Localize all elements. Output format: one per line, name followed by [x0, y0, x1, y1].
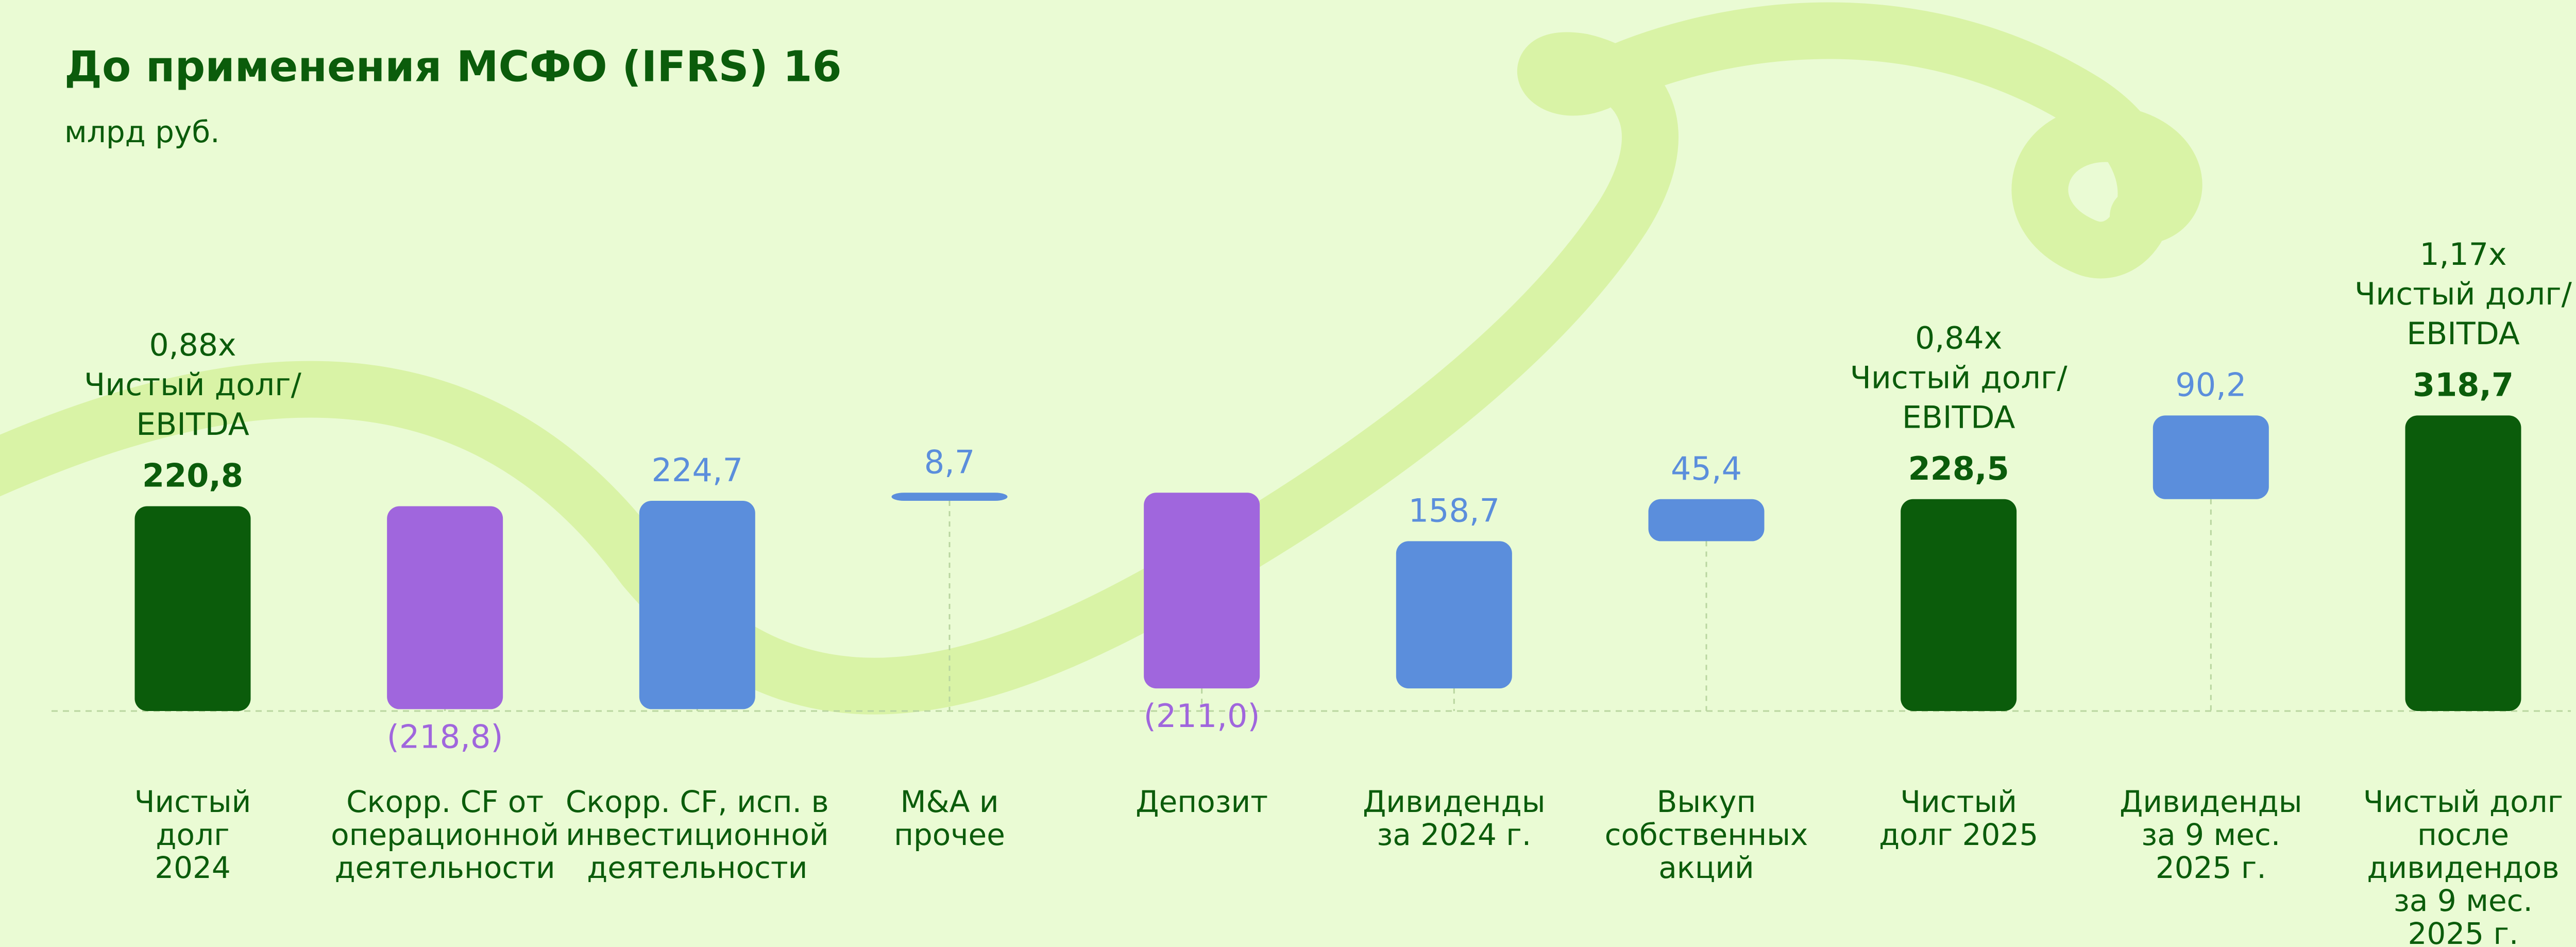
x-tick-label: деятельности	[335, 850, 555, 885]
x-tick-label: Чистый долг	[2363, 784, 2563, 819]
x-tick-label: 2025 г.	[2156, 850, 2266, 885]
bar	[891, 493, 1008, 501]
x-tick-label: M&A и	[900, 784, 998, 819]
x-tick-label: после	[2417, 817, 2509, 852]
bar	[1648, 499, 1765, 542]
value-label: 220,8	[142, 457, 243, 495]
x-tick-label: долг	[156, 817, 229, 852]
annotation: 0,84x	[1915, 320, 2002, 356]
x-tick-label: акций	[1658, 850, 1754, 885]
annotation: Чистый долг/	[1850, 360, 2068, 396]
bar	[2153, 415, 2269, 499]
value-label: 224,7	[652, 451, 743, 489]
annotation: 0,88x	[149, 327, 236, 363]
chart-subtitle: млрд руб.	[64, 114, 220, 149]
value-label: 228,5	[1908, 450, 2009, 487]
x-tick-label: прочее	[894, 817, 1005, 852]
bar	[639, 500, 755, 709]
bar	[1144, 493, 1260, 689]
annotation: 1,17x	[2419, 236, 2506, 273]
value-label: 318,7	[2413, 366, 2514, 403]
x-tick-label: операционной	[331, 817, 559, 852]
value-label: (218,8)	[387, 718, 503, 755]
chart-title: До применения МСФО (IFRS) 16	[64, 42, 842, 91]
x-tick-label: Дивиденды	[2120, 784, 2302, 819]
value-label: 158,7	[1409, 492, 1500, 530]
x-tick-label: Выкуп	[1657, 784, 1756, 819]
annotation: EBITDA	[2406, 316, 2520, 352]
x-tick-label: Чистый	[1900, 784, 2017, 819]
bar	[2405, 415, 2521, 711]
value-label: 90,2	[2175, 366, 2246, 403]
x-tick-label: инвестиционной	[566, 817, 829, 852]
x-tick-label: 2024	[155, 850, 231, 885]
x-tick-label: за 2024 г.	[1377, 817, 1531, 852]
x-tick-label: Скорр. CF от	[346, 784, 544, 819]
x-tick-label: за 9 мес.	[2394, 883, 2533, 918]
bar	[134, 506, 251, 711]
x-tick-label: Дивиденды	[1363, 784, 1546, 819]
annotation: EBITDA	[1902, 399, 2015, 435]
bar	[1901, 499, 2017, 711]
x-tick-label: за 9 мес.	[2141, 817, 2280, 852]
annotation: EBITDA	[136, 407, 249, 443]
value-label: 8,7	[924, 443, 975, 481]
value-label: (211,0)	[1144, 697, 1260, 735]
bar	[1396, 541, 1512, 689]
annotation: Чистый долг/	[84, 367, 302, 403]
annotation: Чистый долг/	[2354, 276, 2572, 312]
x-tick-label: дивидендов	[2367, 850, 2559, 885]
x-tick-label: Чистый	[134, 784, 251, 819]
x-tick-label: деятельности	[587, 850, 807, 885]
bar	[387, 506, 503, 709]
x-tick-label: долг 2025	[1879, 817, 2038, 852]
x-tick-label: Депозит	[1136, 784, 1268, 819]
decor-swirl	[0, 2, 2202, 715]
x-tick-label: 2025 г.	[2408, 916, 2519, 947]
x-tick-label: собственных	[1605, 817, 1808, 852]
value-label: 45,4	[1671, 450, 1742, 487]
x-tick-label: Скорр. CF, исп. в	[566, 784, 829, 819]
